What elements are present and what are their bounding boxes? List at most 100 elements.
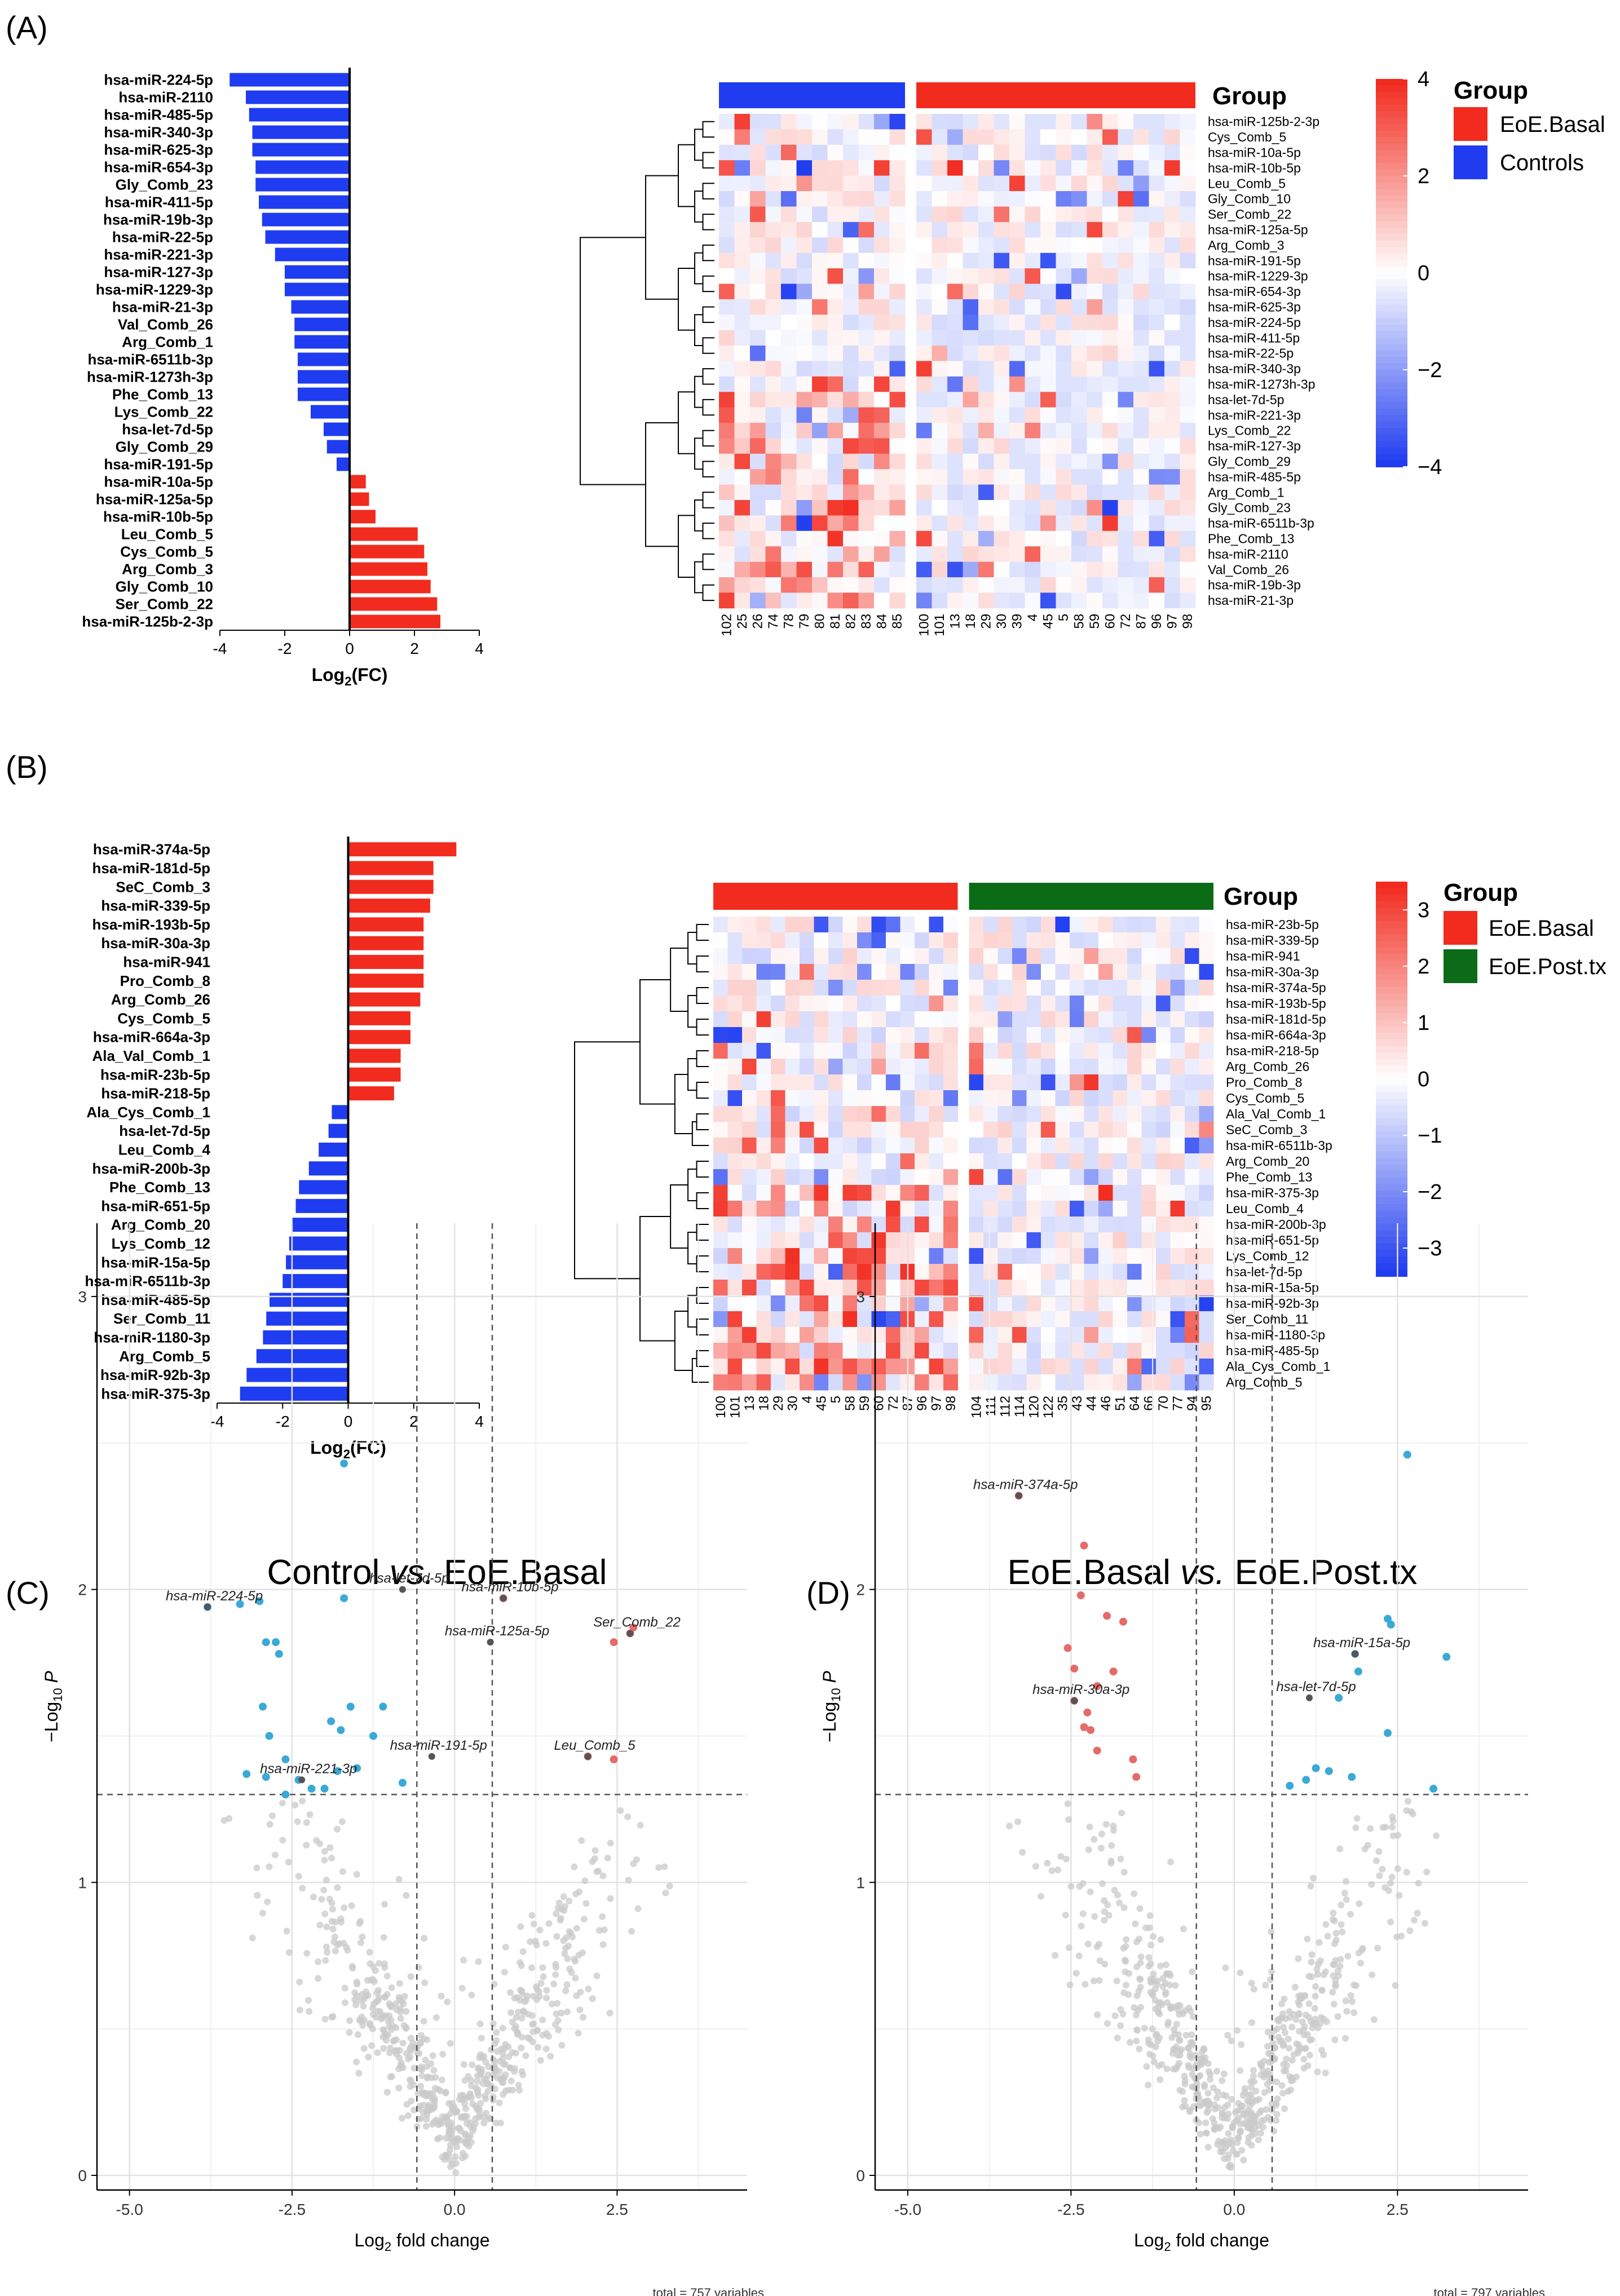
volcano-point-ns-c (417, 2082, 425, 2090)
heatmap-cell-a (843, 376, 859, 392)
heatmap-cell-a (1071, 453, 1087, 470)
heatmap-cell-a (978, 577, 994, 593)
heatmap-cell-b (1026, 964, 1041, 980)
volcano-point-ns-c (395, 1875, 403, 1883)
heatmap-cell-a (843, 530, 859, 547)
heatmap-cell-b (1156, 1374, 1171, 1391)
heatmap-cell-a (827, 268, 844, 284)
heatmap-cell-a (1133, 175, 1149, 192)
heatmap-cell-b (771, 1359, 785, 1375)
heatmap-cell-a (978, 592, 994, 609)
bar-a-hsa-mir-10b-5p (350, 510, 376, 524)
heatmap-cell-b (997, 996, 1013, 1012)
heatmap-cell-b (1012, 964, 1027, 980)
heatmap-cell-b (727, 948, 743, 965)
heatmap-cell-a (1118, 206, 1134, 223)
heatmap-cell-b (1098, 932, 1113, 949)
heatmap-cell-b (969, 1248, 984, 1264)
heatmap-cell-b (929, 1343, 944, 1359)
color-scale-step-a (1376, 150, 1407, 157)
volcano-point-ns-c (477, 2070, 484, 2077)
heatmap-cell-b (814, 1201, 829, 1217)
color-scale-step-b (1376, 1026, 1407, 1034)
volcano-point-ns-c (381, 1900, 389, 1908)
heatmap-cell-b (1170, 1169, 1185, 1185)
bar-x-axis-title-sub-a: 2 (345, 674, 351, 688)
volcano-point-ns-d (1322, 1968, 1329, 1975)
heatmap-cell-b (828, 1090, 843, 1107)
volcano-point-ns-c (666, 1882, 673, 1890)
heatmap-cell-a (1102, 222, 1118, 238)
heatmap-cell-b (997, 964, 1013, 980)
heatmap-column-label-a-98: 98 (1180, 614, 1195, 629)
heatmap-cell-b (1026, 1106, 1041, 1122)
volcano-point-ns-d (1076, 1883, 1083, 1890)
dendrogram-branch-b (674, 1311, 692, 1371)
heatmap-cell-b (1113, 1248, 1128, 1264)
color-scale-tick-label-b-2: 2 (1418, 955, 1429, 979)
heatmap-column-label-b-95: 95 (1199, 1396, 1214, 1411)
heatmap-cell-b (713, 1232, 728, 1249)
heatmap-cell-a (932, 423, 948, 439)
volcano-point-ns-d (1364, 1842, 1371, 1849)
heatmap-cell-b (1084, 1011, 1099, 1028)
bar-label-b-sec-comb-3: SeC_Comb_3 (116, 878, 210, 895)
bar-b-hsa-mir-651-5p (295, 1198, 348, 1213)
bar-a-val-comb-26 (294, 317, 350, 331)
volcano-point-ns-c (564, 1955, 571, 1962)
heatmap-cell-a (734, 253, 751, 269)
heatmap-cell-a (1118, 546, 1134, 563)
heatmap-cell-a (796, 191, 813, 207)
volcano-caption-d: total = 797 variables (1433, 2286, 1545, 2296)
volcano-point-ns-c (494, 2074, 501, 2081)
volcano-point-ns-c (528, 1912, 536, 1919)
heatmap-cell-b (1012, 1169, 1027, 1185)
heatmap-cell-a (1025, 268, 1041, 284)
volcano-point-ns-c (552, 1961, 559, 1968)
heatmap-cell-a (765, 453, 782, 470)
heatmap-cell-a (916, 561, 932, 578)
heatmap-cell-a (1009, 160, 1025, 176)
dendrogram-branch-a (694, 191, 703, 223)
heatmap-cell-b (1070, 1248, 1084, 1264)
heatmap-cell-a (719, 530, 735, 547)
heatmap-column-label-a-84: 84 (875, 614, 890, 629)
heatmap-cell-a (719, 484, 735, 501)
heatmap-cell-b (1156, 1248, 1171, 1264)
volcano-point-ns-d (1307, 1882, 1314, 1890)
volcano-point-ns-c (339, 1868, 346, 1875)
volcano-point-blue-c (346, 1702, 355, 1711)
volcano-x-tick-label-c-2-5: -2.5 (279, 2201, 306, 2218)
color-scale-step-b (1376, 1223, 1407, 1231)
volcano-point-ns-d (1189, 2071, 1196, 2078)
heatmap-cell-a (734, 392, 751, 408)
heatmap-cell-b (727, 1311, 743, 1328)
color-scale-tick-label-a-2: 2 (1418, 165, 1429, 188)
heatmap-cell-b (900, 1106, 915, 1122)
volcano-point-ns-c (326, 1844, 334, 1851)
heatmap-cell-b (1070, 1359, 1084, 1375)
heatmap-cell-b (1156, 1185, 1171, 1201)
volcano-point-ns-d (1332, 1957, 1339, 1964)
heatmap-cell-b (857, 1106, 872, 1122)
color-scale-step-b (1376, 934, 1407, 941)
heatmap-cell-a (1056, 346, 1072, 361)
heatmap-cell-b (1055, 1043, 1070, 1059)
heatmap-cell-b (1113, 932, 1128, 949)
heatmap-cell-b (943, 917, 958, 933)
heatmap-cell-a (947, 206, 963, 223)
heatmap-cell-b (828, 948, 843, 965)
heatmap-cell-a (1056, 253, 1072, 269)
heatmap-cell-b (943, 948, 958, 965)
volcano-point-ns-c (475, 1958, 482, 1965)
volcano-point-ns-d (1198, 2049, 1206, 2056)
volcano-point-ns-c (336, 1940, 343, 1947)
heatmap-cell-b (828, 1011, 843, 1028)
volcano-point-blue-d (1286, 1781, 1294, 1790)
volcano-point-ns-d (1227, 2136, 1234, 2144)
heatmap-cell-b (1199, 1106, 1214, 1122)
volcano-labeled-point-d-hsa-mir-374a-5p (1015, 1492, 1022, 1499)
heatmap-cell-b (969, 964, 984, 980)
volcano-labeled-point-c-leu-comb-5 (584, 1753, 592, 1760)
